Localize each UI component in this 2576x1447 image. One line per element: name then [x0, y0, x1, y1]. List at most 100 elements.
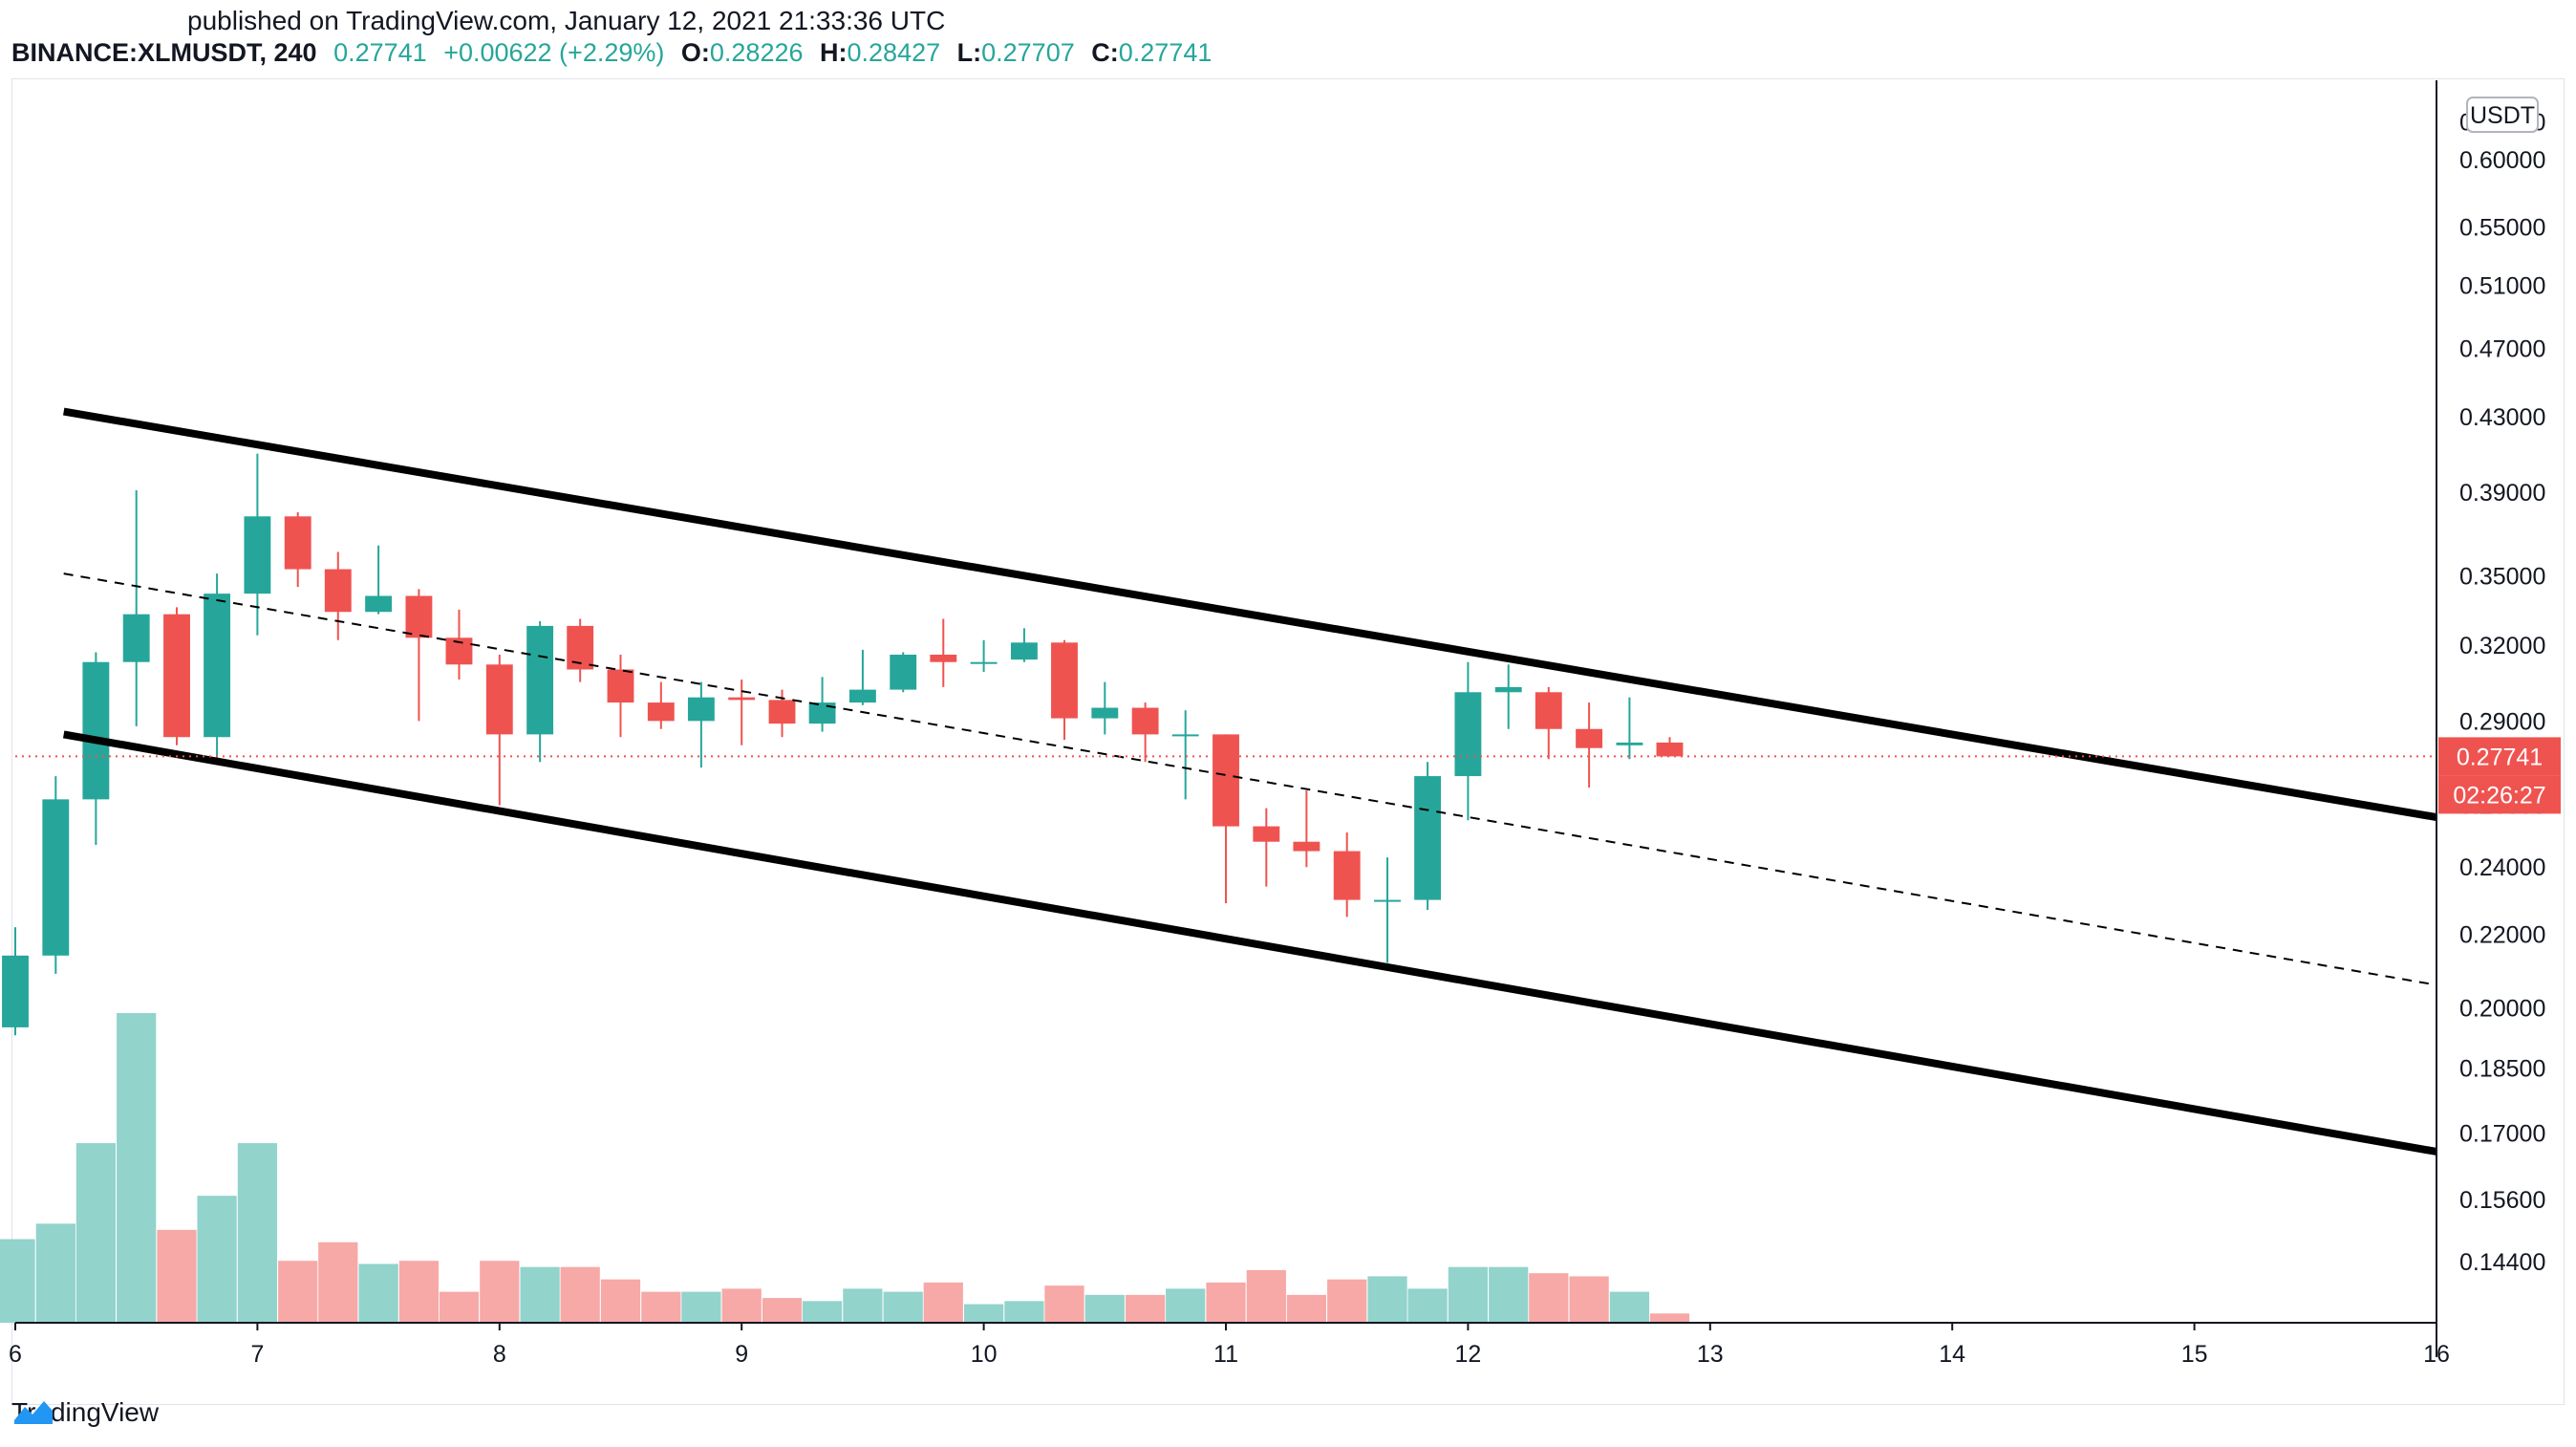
volume-bar: [1609, 1291, 1650, 1323]
candle: [1010, 628, 1038, 662]
candle-body: [1213, 734, 1239, 827]
volume-bar: [1166, 1288, 1206, 1323]
y-tick-label: 0.14400: [2459, 1249, 2545, 1276]
candle: [324, 551, 352, 640]
candle-body: [122, 614, 150, 662]
candle-body: [930, 654, 957, 662]
candle: [1051, 639, 1078, 741]
candle-body: [405, 595, 433, 638]
y-tick-label: 0.60000: [2459, 147, 2545, 174]
candle-body: [2, 955, 29, 1027]
candle-body: [607, 669, 634, 703]
volume-bar: [843, 1288, 883, 1323]
candles-layer: [2, 453, 1684, 1036]
volume-bar: [1529, 1273, 1569, 1323]
volume-bar: [641, 1291, 681, 1323]
candle: [204, 573, 231, 766]
y-tick-label: 0.22000: [2459, 921, 2545, 948]
volume-bar: [1246, 1269, 1286, 1323]
volume-bar: [1286, 1294, 1326, 1323]
candle-body: [1616, 742, 1643, 745]
candle: [1213, 734, 1239, 904]
candle-body: [848, 689, 876, 703]
volume-bar: [480, 1261, 520, 1323]
candle: [1494, 664, 1522, 729]
candle-body: [808, 702, 836, 724]
channel-mid-line: [63, 572, 2437, 986]
volume-bar: [1407, 1288, 1448, 1323]
volume-bar: [681, 1291, 721, 1323]
y-tick-label: 0.39000: [2459, 480, 2545, 507]
candle: [1091, 681, 1119, 735]
high-label: H:: [820, 38, 848, 67]
candle-body: [526, 625, 554, 735]
close-label: C:: [1091, 38, 1119, 67]
y-tick-label: 0.20000: [2459, 995, 2545, 1022]
currency-badge: USDT: [2466, 97, 2539, 133]
last-price-tag: 0.27741 02:26:27: [2438, 737, 2561, 814]
volume-bar: [1489, 1266, 1529, 1323]
published-caption: published on TradingView.com, January 12…: [187, 6, 946, 35]
candle-body: [1576, 728, 1603, 748]
candle: [687, 681, 715, 768]
candle: [445, 609, 473, 680]
last-price: 0.27741: [333, 38, 427, 67]
candle-body: [1131, 707, 1159, 735]
candle: [1414, 762, 1442, 911]
volume-bar: [762, 1298, 803, 1323]
volume-bar: [1126, 1294, 1166, 1323]
candle: [1616, 697, 1643, 760]
candle-body: [687, 697, 715, 722]
candle: [1535, 686, 1562, 760]
x-tick-label: 8: [493, 1341, 506, 1368]
candle-body: [485, 664, 513, 735]
y-tick-label: 0.24000: [2459, 854, 2545, 881]
chart-frame[interactable]: [11, 78, 2565, 1405]
symbol-label: BINANCE:XLMUSDT, 240: [11, 38, 317, 67]
candle: [122, 489, 150, 726]
candle-body: [1535, 692, 1562, 729]
candle-body: [1414, 776, 1442, 900]
volume-bar: [520, 1266, 560, 1323]
y-tick-label: 0.32000: [2459, 633, 2545, 659]
y-tick-label: 0.18500: [2459, 1055, 2545, 1082]
candle: [567, 618, 594, 682]
x-tick-label: 6: [9, 1341, 22, 1368]
volume-bar: [600, 1279, 641, 1323]
candle-body: [647, 702, 675, 722]
candle: [1131, 702, 1159, 763]
candle-body: [1333, 851, 1361, 900]
candle: [808, 677, 836, 732]
channel-upper-line: [63, 407, 2437, 822]
candle: [1374, 857, 1401, 963]
candle: [526, 620, 554, 763]
y-tick-label: 0.51000: [2459, 272, 2545, 299]
volume-bar: [1327, 1279, 1367, 1323]
volume-bar: [398, 1261, 440, 1323]
volume-bar: [1084, 1294, 1125, 1323]
x-tick-label: 16: [2423, 1341, 2450, 1368]
candle: [365, 545, 393, 615]
volume-bar: [358, 1263, 398, 1323]
candle: [1656, 737, 1684, 757]
symbol-header: BINANCE:XLMUSDT, 240 0.27741 +0.00622 (+…: [11, 38, 1212, 68]
candle: [284, 512, 311, 588]
candle: [930, 618, 957, 687]
x-tick-label: 11: [1213, 1341, 1238, 1368]
last-price-tag-label: 0.27741: [2457, 744, 2543, 770]
candle-body: [204, 594, 231, 738]
y-tick-label: 0.17000: [2459, 1121, 2545, 1148]
volume-layer: [0, 1013, 1690, 1323]
low-label: L:: [956, 38, 982, 67]
candle: [1253, 808, 1280, 887]
y-tick-label: 0.29000: [2459, 708, 2545, 735]
volume-bar: [35, 1223, 75, 1323]
candle-body: [1293, 841, 1320, 852]
candle-body: [1171, 734, 1199, 737]
currency-badge-box: [2466, 97, 2539, 133]
close-value: 0.27741: [1118, 38, 1213, 67]
candle: [42, 776, 70, 974]
open-label: O:: [680, 38, 710, 67]
candle-body: [1253, 826, 1280, 842]
